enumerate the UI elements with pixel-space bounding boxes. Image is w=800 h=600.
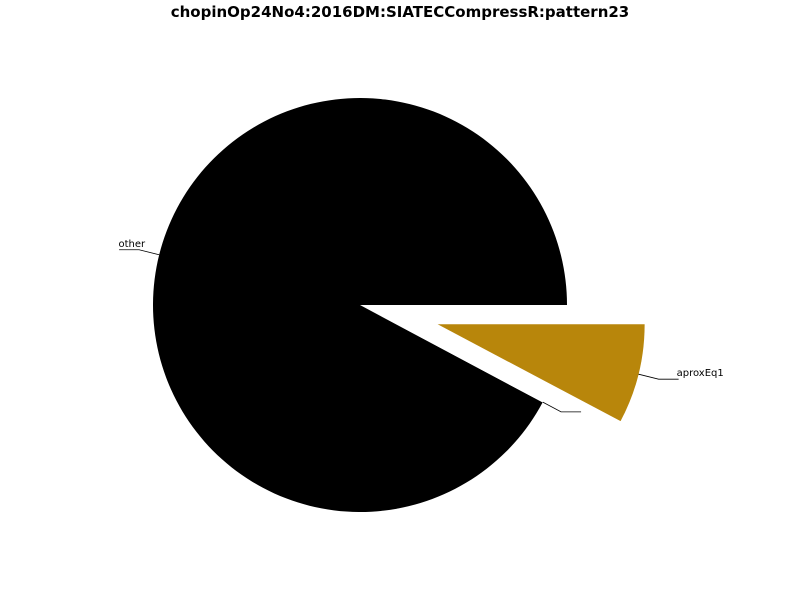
slice-label-other: other <box>118 239 146 250</box>
pie-slice-unlabeled-1 <box>360 305 543 403</box>
slice-label-aproxEq1: aproxEq1 <box>677 368 724 379</box>
pie-slice-aproxEq1 <box>437 324 645 422</box>
pie-labels: other aproxEq1 <box>118 239 724 413</box>
chart-title: chopinOp24No4:2016DM:SIATECCompressR:pat… <box>170 3 630 21</box>
label-leader-aproxEq1 <box>638 373 679 380</box>
pie-slice-other <box>153 97 567 512</box>
label-leader-unlabeled-1 <box>542 401 582 413</box>
pie-slices <box>153 97 645 512</box>
label-leader-other <box>119 249 160 256</box>
